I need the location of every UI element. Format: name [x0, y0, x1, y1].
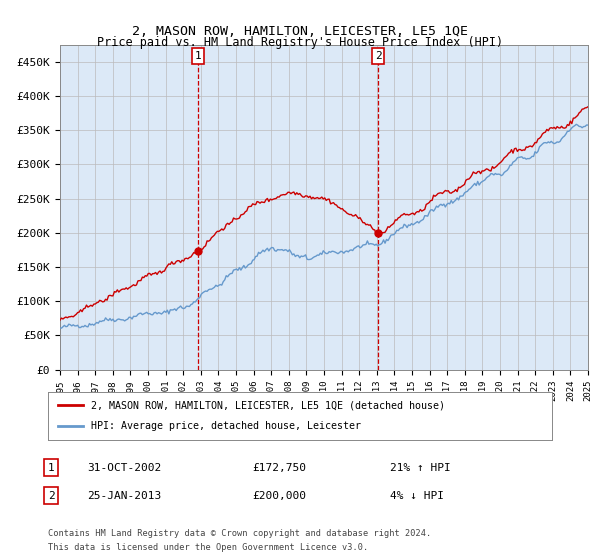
Text: 2, MASON ROW, HAMILTON, LEICESTER, LE5 1QE (detached house): 2, MASON ROW, HAMILTON, LEICESTER, LE5 1…: [91, 400, 445, 410]
Text: Contains HM Land Registry data © Crown copyright and database right 2024.: Contains HM Land Registry data © Crown c…: [48, 529, 431, 538]
Text: HPI: Average price, detached house, Leicester: HPI: Average price, detached house, Leic…: [91, 421, 361, 431]
Text: £200,000: £200,000: [252, 491, 306, 501]
Text: 1: 1: [194, 51, 201, 61]
Text: 1: 1: [47, 463, 55, 473]
Text: 4% ↓ HPI: 4% ↓ HPI: [390, 491, 444, 501]
Text: £172,750: £172,750: [252, 463, 306, 473]
Text: 25-JAN-2013: 25-JAN-2013: [87, 491, 161, 501]
Text: 21% ↑ HPI: 21% ↑ HPI: [390, 463, 451, 473]
Text: 2: 2: [47, 491, 55, 501]
Text: 2: 2: [374, 51, 382, 61]
Text: This data is licensed under the Open Government Licence v3.0.: This data is licensed under the Open Gov…: [48, 543, 368, 552]
Text: Price paid vs. HM Land Registry's House Price Index (HPI): Price paid vs. HM Land Registry's House …: [97, 36, 503, 49]
Text: 31-OCT-2002: 31-OCT-2002: [87, 463, 161, 473]
Text: 2, MASON ROW, HAMILTON, LEICESTER, LE5 1QE: 2, MASON ROW, HAMILTON, LEICESTER, LE5 1…: [132, 25, 468, 38]
